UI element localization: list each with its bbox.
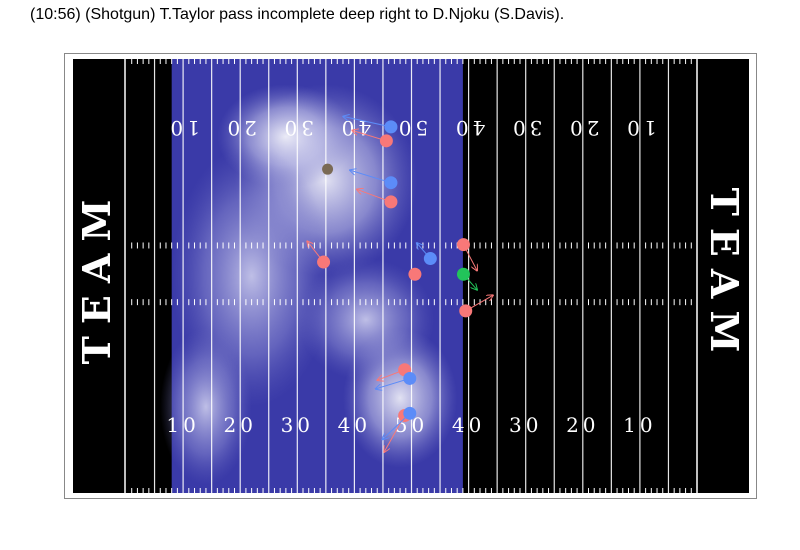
yard-number: 20 xyxy=(566,413,599,437)
defense-player-dot xyxy=(384,176,398,190)
yard-number: 30 xyxy=(281,413,314,437)
offense-player-dot xyxy=(317,255,331,269)
yard-number: 10 xyxy=(166,116,199,140)
yard-number: 20 xyxy=(223,413,256,437)
ball_target-player-dot xyxy=(322,163,334,175)
yard-number: 10 xyxy=(623,116,656,140)
defense-player-dot xyxy=(384,120,398,134)
play-description: (10:56) (Shotgun) T.Taylor pass incomple… xyxy=(30,6,565,23)
hash-marks xyxy=(131,59,692,493)
ball-player-dot xyxy=(456,267,470,281)
field-outline xyxy=(71,57,751,495)
yard-number: 10 xyxy=(166,413,199,437)
left-endzone-label: TEAM xyxy=(74,188,119,365)
yard-number: 10 xyxy=(623,413,656,437)
defense-player-dot xyxy=(403,371,417,385)
yard-number: 40 xyxy=(452,413,485,437)
density-blob xyxy=(297,258,435,381)
offense-player-dot xyxy=(384,195,398,209)
density-blob xyxy=(160,328,252,486)
right-endzone-label: TEAM xyxy=(702,188,747,365)
offense-player-dot xyxy=(459,304,473,318)
yard-number: 30 xyxy=(281,116,314,140)
defense-direction-arrow xyxy=(350,170,392,184)
yard-number: 30 xyxy=(509,116,542,140)
defense-player-dot xyxy=(403,406,417,420)
yard-number: 20 xyxy=(566,116,599,140)
yard-number: 50 xyxy=(395,116,428,140)
field-frame xyxy=(64,53,757,499)
offense-player-dot xyxy=(408,267,422,281)
yard-numbers-top: 10 20 30 40 50 40 30 20 10 xyxy=(166,116,656,140)
yard-number: 40 xyxy=(338,413,371,437)
yard-number: 30 xyxy=(509,413,542,437)
yard-number: 20 xyxy=(223,116,256,140)
defense-direction-arrow xyxy=(343,116,392,128)
offense-player-dot xyxy=(456,238,470,252)
yard-numbers-bottom: 10 20 30 40 50 40 30 20 10 xyxy=(166,413,656,437)
yard-number: 40 xyxy=(338,116,371,140)
players-layer xyxy=(307,116,493,452)
offense-player-dot xyxy=(379,134,393,148)
yard-number: 40 xyxy=(452,116,485,140)
defense-player-dot xyxy=(423,252,437,266)
